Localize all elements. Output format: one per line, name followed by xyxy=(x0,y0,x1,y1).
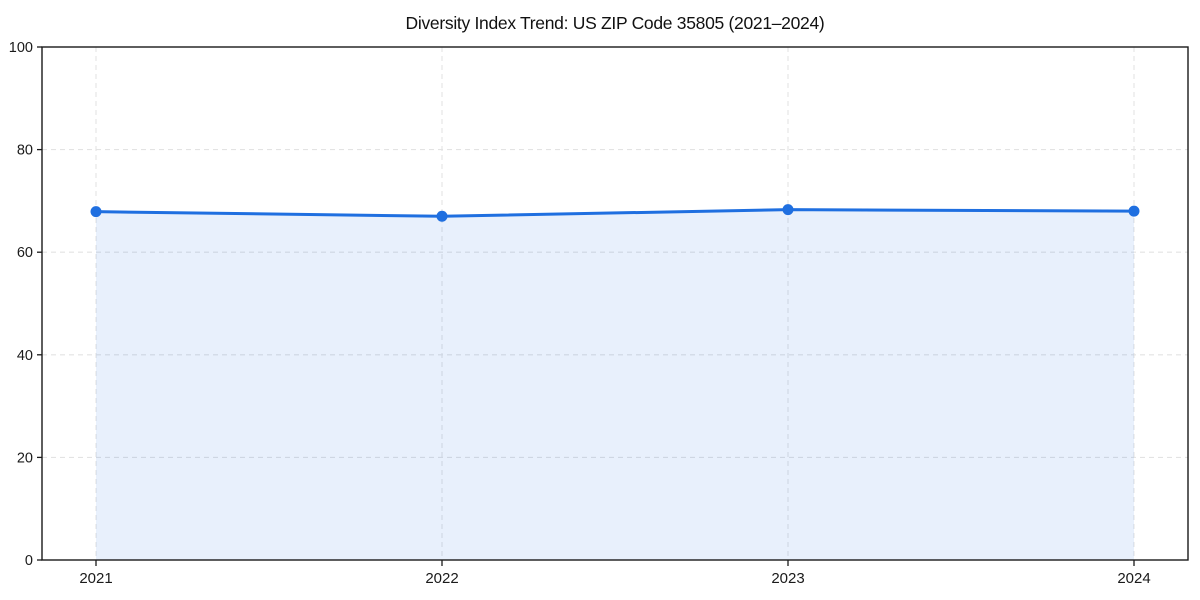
area-fill xyxy=(96,209,1134,560)
data-point xyxy=(1128,205,1140,217)
data-point xyxy=(90,206,102,218)
x-tick-label: 2021 xyxy=(79,570,112,587)
x-tick-label: 2023 xyxy=(771,570,804,587)
y-tick-label: 100 xyxy=(9,40,33,56)
y-tick-label: 80 xyxy=(17,143,33,159)
data-point xyxy=(436,210,448,222)
trend-line xyxy=(94,208,1136,218)
data-point xyxy=(782,204,794,216)
chart-title: Diversity Index Trend: US ZIP Code 35805… xyxy=(405,13,825,33)
plot-border xyxy=(41,46,1189,561)
y-tick-label: 0 xyxy=(25,553,33,569)
y-tick-label: 20 xyxy=(17,450,33,466)
x-tick-label: 2024 xyxy=(1117,570,1150,587)
y-tick-label: 60 xyxy=(17,245,33,261)
x-tick-label: 2022 xyxy=(425,570,458,587)
y-tick-label: 40 xyxy=(17,348,33,364)
